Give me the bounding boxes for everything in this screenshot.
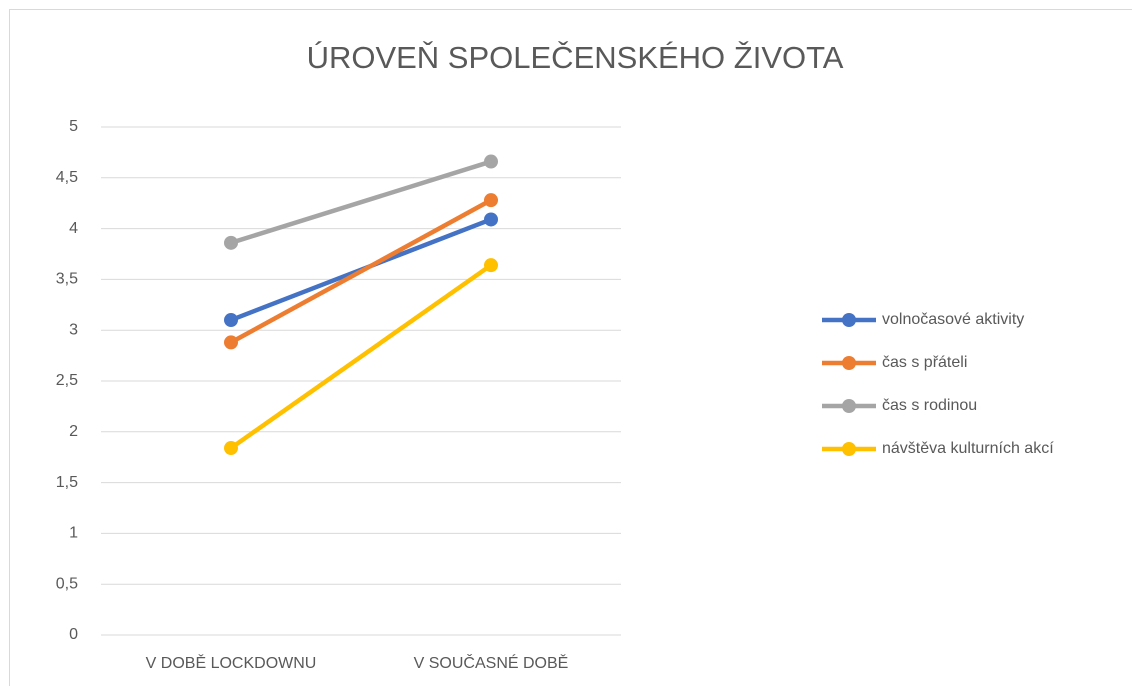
legend-label: čas s rodinou	[882, 397, 977, 414]
legend-marker	[842, 442, 856, 456]
point	[224, 313, 238, 328]
y-tick-label: 4	[69, 220, 78, 237]
point	[224, 441, 238, 456]
point	[484, 212, 498, 227]
point	[224, 235, 238, 250]
y-tick-label: 3	[69, 321, 78, 338]
point	[484, 258, 498, 273]
legend-marker	[842, 356, 856, 370]
series-line	[228, 159, 494, 246]
y-tick-label: 1,5	[56, 474, 78, 491]
series-line	[228, 197, 494, 345]
point	[484, 154, 498, 169]
y-tick-label: 3,5	[56, 271, 78, 288]
legend-label: čas s přáteli	[882, 354, 967, 371]
y-tick-label: 2	[69, 423, 78, 440]
series-line	[228, 262, 494, 451]
legend-label: návštěva kulturních akcí	[882, 440, 1054, 457]
y-tick-label: 1	[69, 525, 78, 542]
y-tick-label: 0	[69, 626, 78, 643]
point	[484, 193, 498, 208]
legend-marker	[842, 399, 856, 413]
point	[224, 335, 238, 350]
chart-title: ÚROVEŇ SPOLEČENSKÉHO ŽIVOTA	[307, 40, 844, 75]
legend-marker	[842, 313, 856, 327]
legend-label: volnočasové aktivity	[882, 311, 1024, 328]
chart-border	[9, 9, 1132, 686]
x-tick-label: V SOUČASNÉ DOBĚ	[414, 653, 569, 672]
y-tick-label: 4,5	[56, 169, 78, 186]
y-tick-label: 2,5	[56, 372, 78, 389]
y-tick-label: 5	[69, 118, 78, 135]
x-tick-label: V DOBĚ LOCKDOWNU	[146, 653, 317, 672]
y-tick-label: 0,5	[56, 575, 78, 592]
